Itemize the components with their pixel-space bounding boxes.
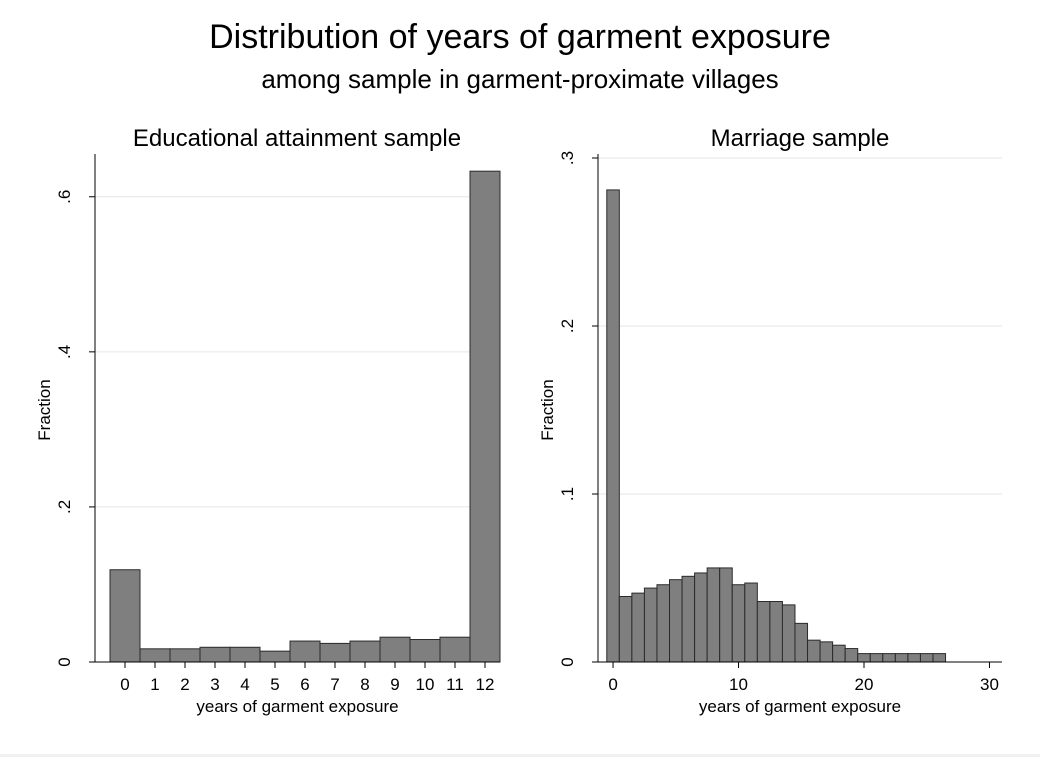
panel-2-bar-14 [781, 604, 796, 663]
panel-1-bar-5 [259, 650, 291, 663]
panel-2: Marriage sample 0 .1 .2 .3 0 10 20 30 years of ga… [538, 125, 1002, 716]
panel-1-bar-6 [289, 640, 321, 663]
panel-2-bar-23 [894, 653, 909, 663]
panel-2-y-tick-label: .3 [558, 151, 577, 165]
panel-2-bar-1 [618, 595, 633, 663]
panel-1-y-tick-label: .6 [55, 190, 74, 204]
panel-2-y-axis-label: Fraction [538, 379, 557, 440]
panel-2-y-tick-label: .2 [558, 319, 577, 333]
panel-1-x-tick-label: 8 [360, 675, 369, 694]
panel-2-bar-13 [769, 601, 783, 663]
panel-2-bar-4 [656, 584, 671, 663]
panel-1-x-tick-label: 6 [300, 675, 309, 694]
panel-1-x-tick-label: 11 [446, 675, 464, 694]
panel-2-y-tick-label: 0 [558, 657, 577, 666]
panel-2-bar-6 [681, 575, 696, 663]
panel-2-bar-22 [882, 653, 896, 663]
panel-2-bar-19 [844, 648, 859, 663]
panel-2-bar-26 [932, 653, 947, 663]
panel-2-bar-15 [794, 622, 809, 663]
panel-1-bar-4 [229, 646, 261, 663]
panel-2-bar-3 [643, 587, 658, 663]
panel-2-bar-12 [756, 601, 771, 663]
panel-1-bar-10 [409, 639, 441, 663]
panel-1-x-tick-label: 0 [120, 675, 129, 694]
panel-2-x-axis-label: years of garment exposure [699, 697, 901, 716]
figure-title: Distribution of years of garment exposur… [209, 18, 831, 56]
bottom-divider [0, 754, 1040, 757]
panel-2-bar-9 [719, 567, 733, 663]
panel-2-x-tick-label: 10 [729, 675, 748, 694]
panel-1-x-tick-label: 12 [476, 675, 495, 694]
panel-2-bar-20 [857, 653, 871, 663]
panel-1-bar-9 [379, 636, 411, 663]
panel-1-bar-0 [109, 569, 141, 663]
panel-1-bar-3 [199, 646, 231, 663]
panel-1-bar-7 [319, 642, 351, 663]
panel-1-x-tick-label: 5 [270, 675, 279, 694]
panel-1-x-tick-label: 2 [180, 675, 189, 694]
panel-1-bar-12 [469, 170, 501, 663]
panel-1-bar-1 [139, 648, 171, 663]
panel-1-bar-8 [349, 640, 381, 663]
panel-1-bar-2 [169, 648, 201, 663]
panel-2-bar-25 [919, 653, 934, 663]
panel-1-x-tick-label: 10 [416, 675, 435, 694]
figure-subtitle: among sample in garment-proximate villag… [261, 64, 779, 94]
panel-1-x-tick-label: 1 [150, 675, 159, 694]
panel-1-y-tick-label: .2 [55, 500, 74, 514]
panel-1-x-tick-label: 3 [210, 675, 219, 694]
panel-2-bar-21 [869, 653, 884, 663]
panel-2-bar-7 [694, 572, 708, 663]
panel-2-bar-0 [606, 189, 620, 663]
panel-2-x-tick-label: 0 [608, 675, 617, 694]
panel-1-x-tick-label: 4 [240, 675, 249, 694]
panel-1-x-axis-label: years of garment exposure [196, 697, 398, 716]
panel-2-bar-24 [907, 653, 921, 663]
panel-2-bar-16 [807, 639, 821, 663]
panel-1-y-axis-label: Fraction [35, 379, 54, 440]
panel-2-bar-17 [819, 641, 834, 663]
panel-1-y-tick-label: .4 [55, 345, 74, 359]
panel-2-title: Marriage sample [711, 125, 890, 152]
panel-1-y-tick-label: 0 [55, 657, 74, 666]
panel-2-bar-10 [731, 584, 746, 663]
panel-2-bar-11 [744, 582, 758, 663]
panel-2-bar-18 [832, 644, 846, 663]
panel-2-bar-5 [669, 579, 683, 663]
panel-2-y-tick-label: .1 [558, 487, 577, 501]
panel-2-bar-8 [706, 567, 721, 663]
panel-2-bar-2 [631, 592, 645, 663]
panel-1-x-tick-label: 7 [330, 675, 339, 694]
panel-2-x-tick-label: 30 [980, 675, 999, 694]
panel-1-bar-11 [439, 636, 471, 663]
panel-2-x-tick-label: 20 [855, 675, 874, 694]
panel-1-x-tick-label: 9 [390, 675, 399, 694]
panel-1-title: Educational attainment sample [133, 125, 461, 152]
